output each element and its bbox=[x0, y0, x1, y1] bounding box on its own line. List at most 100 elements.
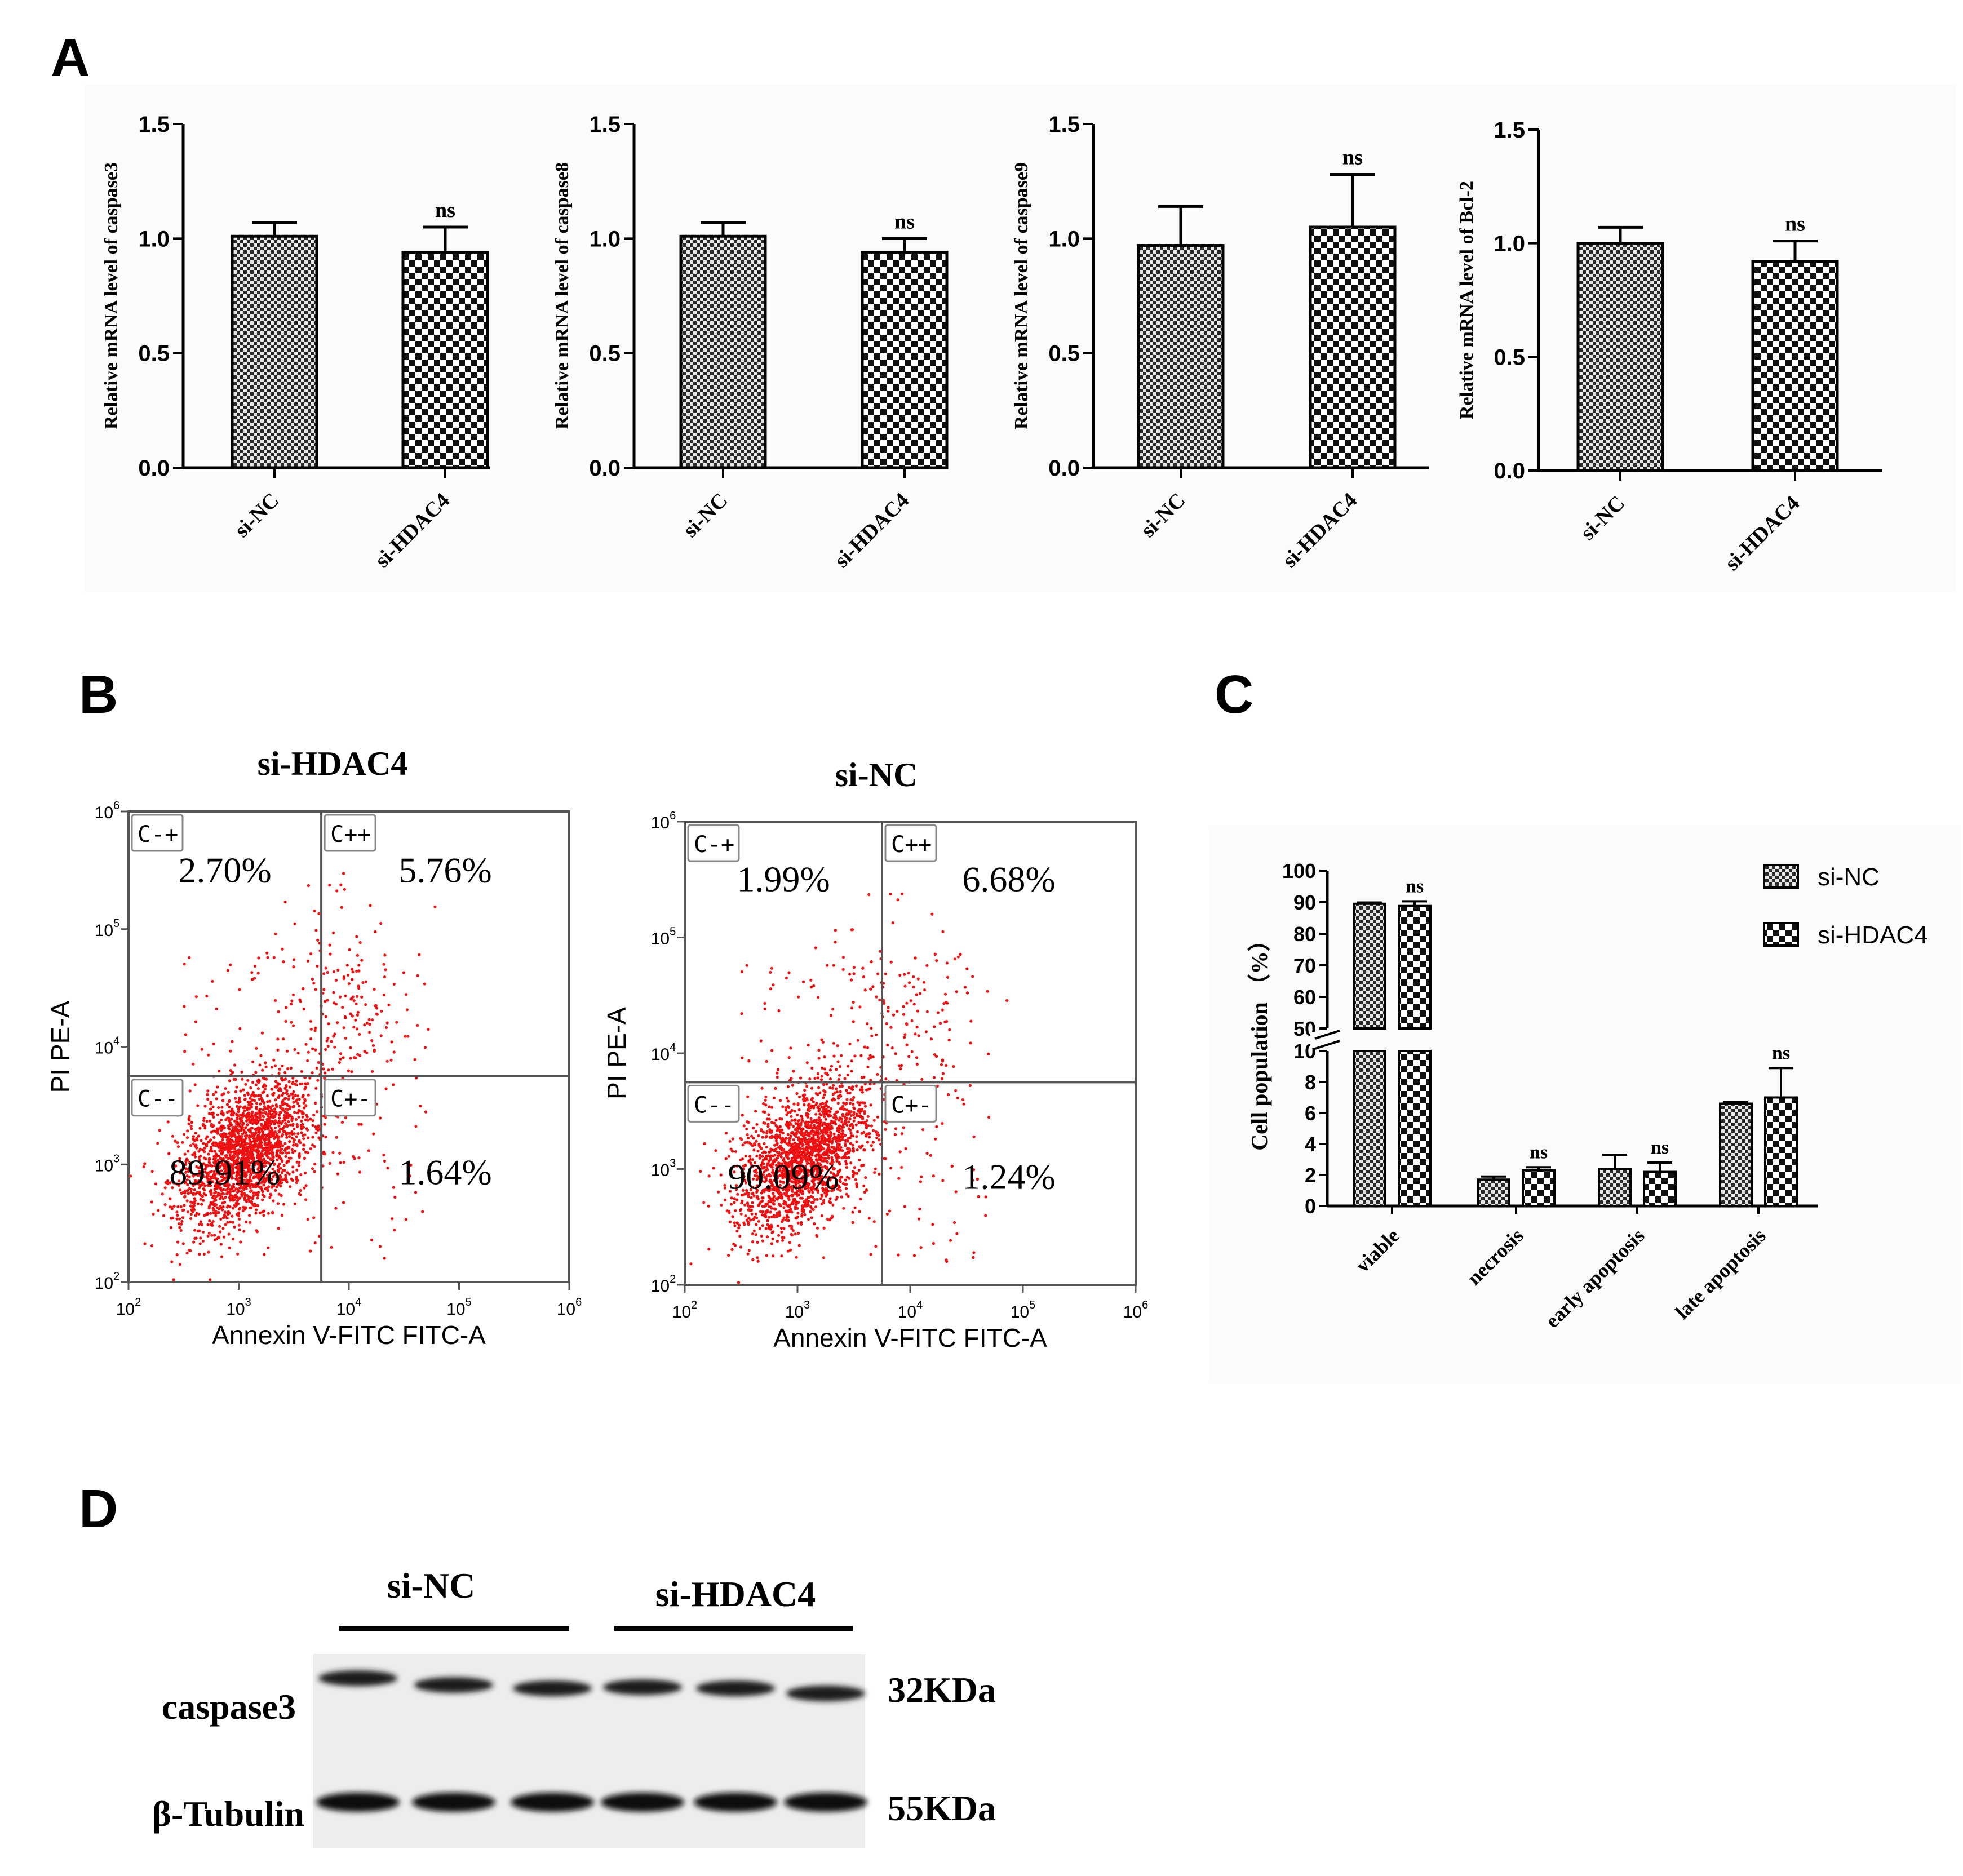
scatter-point bbox=[188, 1115, 191, 1118]
scatter-point bbox=[803, 1213, 807, 1216]
scatter-point bbox=[778, 1134, 782, 1137]
scatter-point bbox=[263, 1148, 266, 1152]
scatter-point bbox=[755, 1139, 758, 1143]
scatter-point bbox=[198, 1158, 201, 1161]
scatter-point bbox=[344, 1016, 347, 1019]
scatter-point bbox=[932, 1174, 935, 1178]
scatter-point bbox=[221, 1173, 224, 1176]
scatter-point bbox=[262, 1213, 265, 1217]
scatter-point bbox=[824, 1117, 827, 1121]
scatter-point bbox=[326, 970, 329, 974]
scatter-point bbox=[223, 1213, 226, 1217]
scatter-point bbox=[183, 1204, 186, 1207]
scatter-point bbox=[311, 1124, 314, 1127]
scatter-point bbox=[189, 1249, 192, 1252]
scatter-point bbox=[896, 898, 899, 902]
scatter-point bbox=[859, 1198, 862, 1201]
scatter-point bbox=[252, 1175, 256, 1178]
scatter-point bbox=[277, 1113, 281, 1116]
scatter-point bbox=[291, 1151, 295, 1154]
scatter-point bbox=[211, 979, 214, 983]
scatter-point bbox=[340, 1121, 344, 1124]
scatter-point bbox=[217, 1106, 220, 1110]
scatter-point bbox=[231, 1221, 234, 1224]
scatter-point bbox=[298, 1098, 301, 1101]
scatter-point bbox=[272, 956, 276, 959]
scatter-point bbox=[281, 1064, 284, 1068]
scatter-point bbox=[254, 1115, 258, 1118]
scatter-point bbox=[228, 1138, 232, 1142]
y-tick-label: 1.0 bbox=[589, 227, 621, 251]
scatter-point bbox=[324, 1136, 327, 1139]
scatter-point bbox=[830, 1125, 834, 1128]
scatter-point bbox=[250, 971, 254, 974]
scatter-point bbox=[351, 995, 355, 999]
scatter-point bbox=[800, 1213, 804, 1216]
scatter-point bbox=[270, 1178, 273, 1181]
scatter-point bbox=[237, 1208, 241, 1211]
scatter-point bbox=[780, 1254, 783, 1258]
scatter-point bbox=[757, 1134, 760, 1137]
scatter-point bbox=[209, 1145, 212, 1149]
scatter-point bbox=[263, 1088, 267, 1091]
scatter-point bbox=[838, 1065, 842, 1068]
scatter-point bbox=[785, 977, 788, 980]
scatter-point bbox=[746, 1252, 750, 1256]
scatter-point bbox=[871, 1148, 875, 1152]
scatter-point bbox=[190, 1121, 193, 1124]
scatter-point bbox=[822, 1226, 826, 1230]
scatter-point bbox=[870, 1026, 873, 1030]
scatter-point bbox=[278, 1156, 281, 1159]
scatter-point bbox=[795, 1127, 798, 1130]
scatter-point bbox=[199, 1220, 202, 1223]
scatter-point bbox=[934, 1137, 937, 1141]
scatter-point bbox=[284, 1077, 287, 1081]
scatter-point bbox=[894, 1127, 897, 1130]
scatter-point bbox=[802, 1099, 805, 1103]
scatter-point bbox=[768, 1117, 771, 1121]
x-tick-exponent: 4 bbox=[355, 1296, 361, 1309]
scatter-point bbox=[341, 1006, 344, 1009]
scatter-point bbox=[735, 1221, 739, 1225]
scatter-point bbox=[266, 956, 269, 959]
scatter-point bbox=[215, 1178, 219, 1181]
scatter-point bbox=[229, 1134, 233, 1137]
scatter-point bbox=[307, 1050, 310, 1054]
scatter-point bbox=[185, 1252, 189, 1255]
scatter-point bbox=[858, 1110, 861, 1114]
x-tick-label: 105 bbox=[446, 1296, 472, 1319]
scatter-point bbox=[900, 892, 904, 895]
scatter-point bbox=[265, 1094, 269, 1097]
plot-title: si-HDAC4 bbox=[258, 745, 408, 782]
scatter-point bbox=[196, 1202, 200, 1205]
scatter-point bbox=[945, 961, 949, 965]
scatter-point bbox=[807, 1044, 810, 1047]
scatter-point bbox=[796, 1221, 800, 1225]
scatter-point bbox=[237, 1110, 240, 1114]
scatter-point bbox=[861, 1088, 864, 1092]
scatter-point bbox=[351, 1014, 354, 1018]
scatter-point bbox=[875, 995, 878, 999]
scatter-point bbox=[782, 1227, 786, 1230]
scatter-point bbox=[292, 1024, 295, 1027]
scatter-point bbox=[800, 1114, 803, 1117]
scatter-point bbox=[327, 1068, 330, 1072]
scatter-point bbox=[342, 1056, 345, 1059]
scatter-point bbox=[227, 1117, 231, 1120]
scatter-point bbox=[392, 1186, 396, 1189]
scatter-point bbox=[870, 1144, 873, 1147]
scatter-point bbox=[837, 1134, 840, 1138]
scatter-point bbox=[338, 1151, 342, 1155]
scatter-point bbox=[336, 1172, 339, 1176]
scatter-point bbox=[224, 1195, 227, 1199]
scatter-point bbox=[790, 1234, 794, 1237]
scatter-point bbox=[391, 1217, 394, 1221]
scatter-point bbox=[841, 1135, 844, 1138]
scatter-point bbox=[209, 1179, 212, 1183]
scatter-point bbox=[277, 1145, 281, 1148]
scatter-point bbox=[277, 1071, 281, 1075]
scatter-point bbox=[317, 912, 321, 915]
scatter-point bbox=[776, 1198, 779, 1201]
scatter-point bbox=[919, 1180, 922, 1183]
scatter-point bbox=[871, 985, 875, 988]
